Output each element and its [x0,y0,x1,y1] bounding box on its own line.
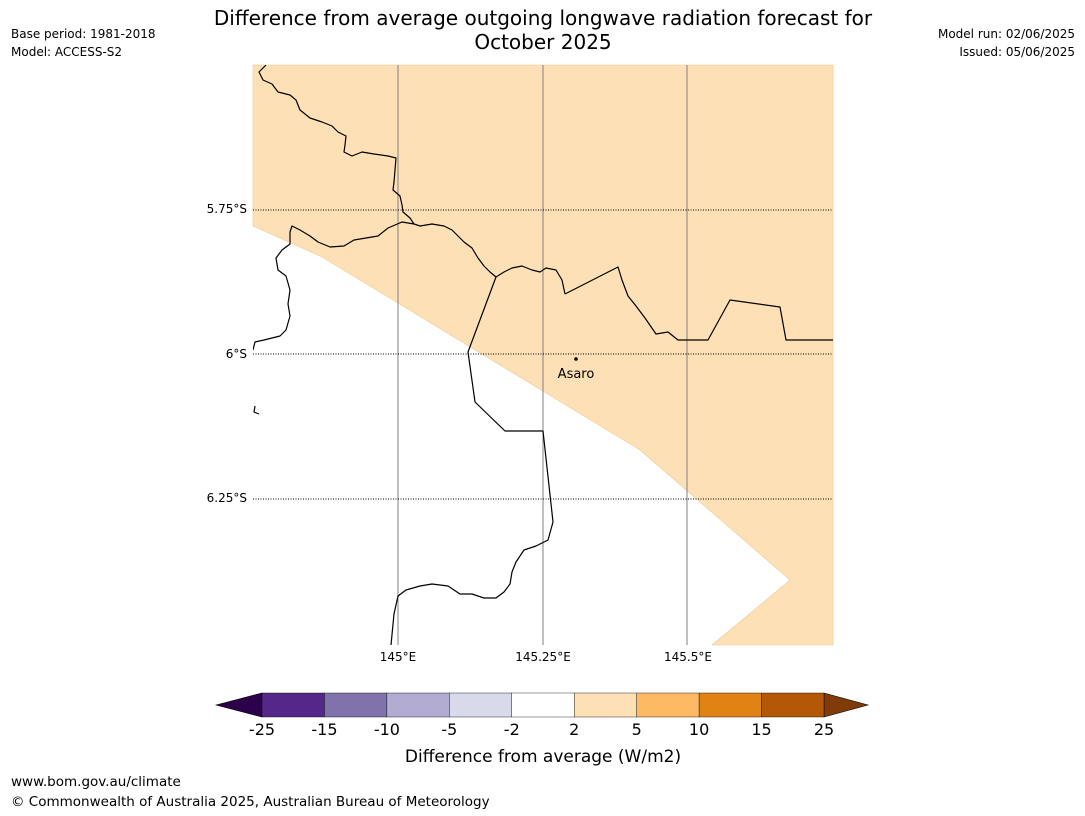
colorbar-bin--15-to--10 [324,692,388,718]
colorbar-over-arrow [823,692,870,718]
province-boundary-west [253,221,415,351]
province-boundary-central [495,265,566,295]
province-boundary-south [390,276,554,645]
lat-label-6-25s: 6.25°S [207,491,247,505]
colorbar-bin-15-to-25 [761,692,825,718]
colorbar-tick-label: 15 [751,720,771,739]
header-left: Base period: 1981-2018 Model: ACCESS-S2 [11,25,156,61]
colorbar-bin--5-to--2 [449,692,512,718]
colorbar-tick-label: 10 [689,720,709,739]
model-name: Model: ACCESS-S2 [11,45,123,59]
colorbar-tick-label: -15 [311,720,337,739]
colorbar-bin--2-to-2 [511,692,575,718]
colorbar-bin-10-to-15 [698,692,762,718]
footer-url[interactable]: www.bom.gov.au/climate [11,774,181,790]
boundary-fragment-west [253,405,260,415]
lon-label-145-25e: 145.25°E [515,650,571,664]
colorbar-bin-2-to-5 [574,692,637,718]
base-period: Base period: 1981-2018 [11,27,156,41]
title-line-1: Difference from average outgoing longwav… [213,6,873,30]
colorbar-tick-label: 25 [814,720,834,739]
town-label: Asaro [558,367,595,382]
map-panel: Asaro [252,64,834,646]
colorbar-bin--25-to--15 [261,692,325,718]
lon-labels: 145°E 145.25°E 145.5°E [380,650,712,664]
colorbar-tick-label: 5 [632,720,642,739]
colorbar-tick-label: -25 [249,720,275,739]
colorbar-bin--10-to--5 [386,692,450,718]
lat-labels: 5.75°S 6°S 6.25°S [207,202,247,505]
colorbar-bin-5-to-10 [636,692,700,718]
colorbar-tick-label: 2 [569,720,579,739]
issued-date: Issued: 05/06/2025 [959,45,1075,59]
map-title: Difference from average outgoing longwav… [170,6,916,54]
colorbar-tick-label: -5 [441,720,457,739]
colorbar: -25 -15 -10 -5 -2 2 5 10 15 25 Difference from av… [214,692,870,767]
lat-label-6s: 6°S [226,347,247,361]
colorbar-title: Difference from average (W/m2) [405,747,681,767]
town-marker [574,357,578,361]
title-line-2: October 2025 [474,30,612,54]
lon-label-145e: 145°E [380,650,417,664]
model-run: Model run: 02/06/2025 [937,27,1075,41]
header-right: Model run: 02/06/2025 Issued: 05/06/2025 [938,25,1075,61]
province-boundary-east [564,266,833,341]
colorbar-under-arrow [214,692,263,718]
colorbar-tick-label: -2 [504,720,520,739]
province-boundary-north [258,65,497,278]
colorbar-tick-label: -10 [374,720,400,739]
lat-label-5-75s: 5.75°S [207,202,247,216]
lon-label-145-5e: 145.5°E [664,650,712,664]
footer-copyright: © Commonwealth of Australia 2025, Austra… [11,794,490,810]
